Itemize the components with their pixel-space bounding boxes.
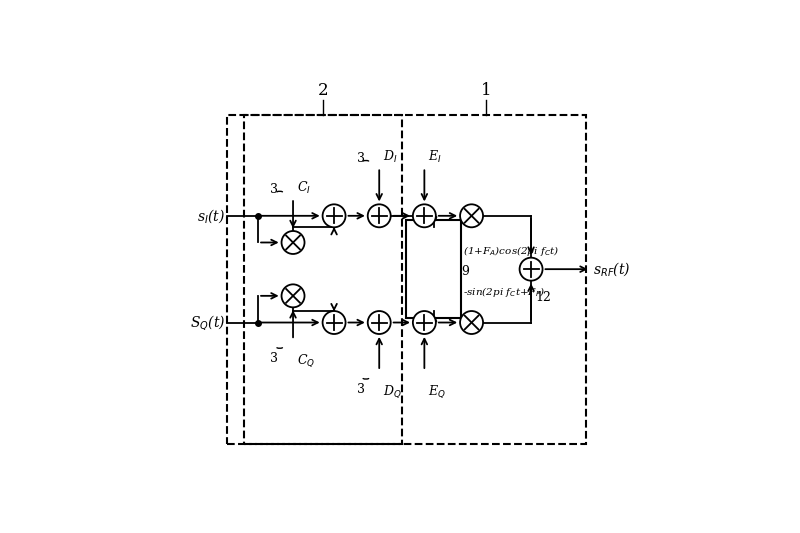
Text: 12: 12 [535,292,551,304]
Bar [227,115,586,443]
Text: 3: 3 [270,183,278,196]
Circle shape [460,311,483,334]
Circle shape [519,257,542,281]
Text: 3: 3 [270,352,278,366]
Text: D$_Q$: D$_Q$ [383,383,402,400]
Text: s$_I$(t): s$_I$(t) [197,207,226,225]
Circle shape [460,204,483,227]
Text: 1: 1 [481,82,491,99]
Text: 2: 2 [318,82,328,99]
Circle shape [322,204,346,227]
Text: E$_I$: E$_I$ [429,149,442,165]
Text: s$_{RF}$(t): s$_{RF}$(t) [593,260,630,278]
Text: (1+F$_A$)cos(2pi f$_C$t): (1+F$_A$)cos(2pi f$_C$t) [463,244,560,257]
Circle shape [282,284,305,308]
Text: -sin(2pi f$_C$t+F$_P$): -sin(2pi f$_C$t+F$_P$) [463,285,546,298]
Text: S$_Q$(t): S$_Q$(t) [190,313,226,332]
Circle shape [413,311,436,334]
Text: C$_Q$: C$_Q$ [297,352,315,369]
Circle shape [368,311,390,334]
Circle shape [322,311,346,334]
Text: D$_I$: D$_I$ [383,149,398,165]
Text: E$_Q$: E$_Q$ [429,383,446,400]
Circle shape [368,204,390,227]
Text: C$_I$: C$_I$ [297,180,311,196]
Bar [244,115,402,443]
Text: 9: 9 [462,265,469,278]
Circle shape [413,204,436,227]
Text: 3: 3 [357,152,365,165]
Text: 3: 3 [357,383,365,396]
Circle shape [282,231,305,254]
Bar [406,220,462,318]
